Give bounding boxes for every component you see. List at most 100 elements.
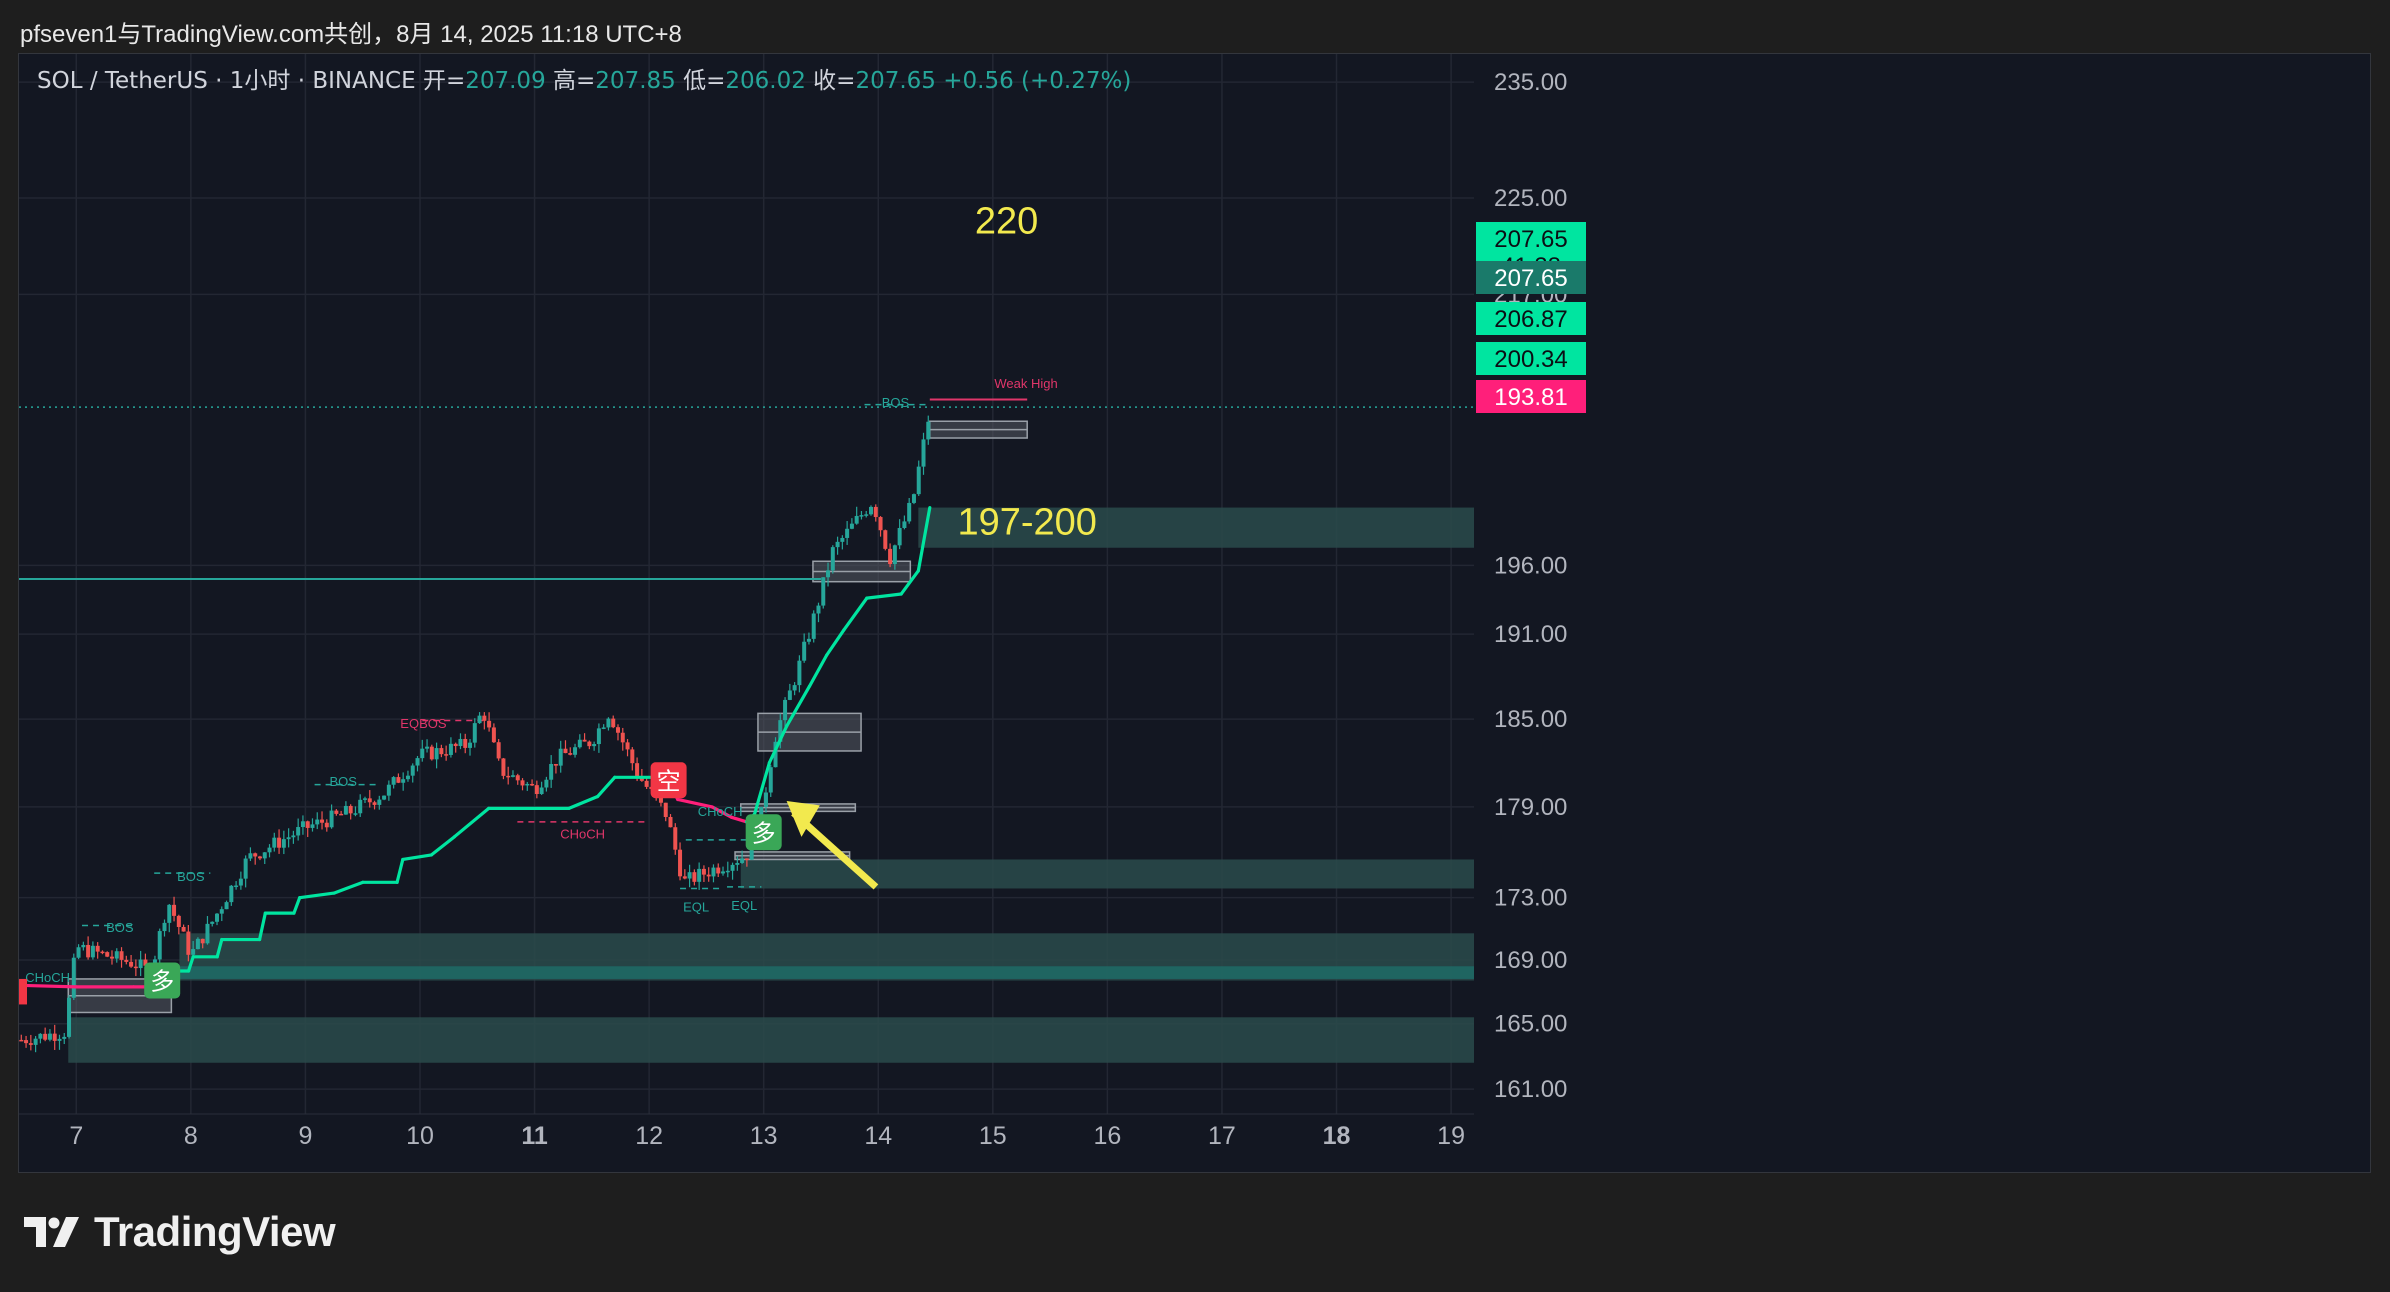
candle-down (305, 821, 310, 828)
candle-down (668, 817, 673, 828)
candle-up (167, 904, 172, 923)
chart-pane[interactable]: 220 197-200 Weak High BOS BOS BOS EQBOS CHoCH CH… (18, 53, 2371, 1173)
price-tag (1476, 222, 1586, 263)
trail-stop-segment (298, 891, 336, 900)
candle-up (468, 742, 473, 748)
candle-down (534, 785, 539, 795)
price-chart[interactable]: 220 197-200 Weak High BOS BOS BOS EQBOS CHoCH CH… (19, 54, 2371, 1173)
ohlc-part: 206.02 (725, 68, 813, 94)
arrow-head (786, 800, 820, 837)
candle-down (491, 727, 496, 743)
trail-stop-segment (401, 853, 434, 862)
signal-badge (745, 814, 782, 851)
candle-down (716, 867, 721, 874)
y-tick-label: 196.00 (1494, 552, 1567, 579)
candle-up (606, 718, 611, 728)
candle-down (582, 739, 587, 742)
price-tag-label: 193.81 (1494, 384, 1567, 411)
candle-up (821, 577, 826, 606)
candle-up (711, 867, 716, 877)
candle-down (630, 749, 635, 764)
chart-annotation: CHoCH (698, 804, 743, 819)
ohlc-line: SOL / TetherUS · 1小时 · BINANCE 开=207.09 … (37, 68, 1131, 94)
candle-up (840, 537, 845, 542)
candle-down (553, 763, 558, 766)
candle-up (434, 748, 439, 760)
candle-up (773, 741, 778, 768)
tradingview-logo[interactable]: TradingView (22, 1208, 336, 1256)
candle-down (701, 868, 706, 875)
candle-up (816, 605, 821, 614)
candle-up (601, 727, 606, 729)
candle-up (420, 748, 425, 759)
chart-annotation: 220 (975, 201, 1038, 243)
trail-stop-segment (452, 806, 491, 839)
candle-up (329, 810, 334, 828)
y-tick-label: 173.00 (1494, 885, 1567, 912)
y-tick-label: 165.00 (1494, 1011, 1567, 1038)
candle-up (248, 853, 253, 859)
x-tick-label: 8 (184, 1122, 198, 1150)
price-axis-bg (1474, 54, 2370, 1172)
candle-up (353, 813, 358, 815)
price-tag (1476, 342, 1586, 375)
annotations-layer: 220 197-200 Weak High BOS BOS BOS EQBOS CHoCH CH… (25, 201, 1097, 985)
candle-up (735, 862, 740, 865)
candle-up (205, 923, 210, 944)
x-tick-label: 17 (1208, 1122, 1236, 1150)
candle-up (90, 945, 95, 958)
candle-up (415, 758, 420, 766)
candle-down (611, 718, 616, 728)
candle-up (921, 439, 926, 467)
candle-up (897, 527, 902, 546)
candle-down (181, 926, 186, 932)
y-tick-label: 235.00 (1494, 69, 1567, 96)
ohlc-part: 开= (423, 68, 465, 94)
candle-down (625, 742, 630, 750)
signal-badge (144, 962, 181, 999)
candle-down (253, 853, 258, 857)
candle-up (67, 997, 72, 1037)
trail-stop-segment (899, 569, 920, 596)
candle-down (587, 741, 592, 747)
candle-down (95, 945, 100, 952)
candle-down (367, 798, 372, 803)
candle-up (57, 1038, 62, 1041)
candle-down (28, 1043, 33, 1045)
chart-annotation: 197-200 (957, 501, 1096, 543)
candle-up (864, 514, 869, 516)
candle-down (487, 720, 492, 728)
candle-down (100, 951, 105, 954)
chart-annotation: CHoCH (25, 970, 70, 985)
candle-up (382, 795, 387, 800)
trail-stop-segment (595, 775, 617, 799)
candle-down (348, 805, 353, 814)
ohlc-part: 207.85 (595, 68, 683, 94)
candle-down (172, 904, 177, 916)
ohlc-part: 低= (683, 68, 725, 94)
ohlc-part: +0.56 (+0.27%) (943, 68, 1131, 94)
trail-stop-segment (842, 596, 869, 632)
candle-up (410, 765, 415, 776)
candle-up (525, 783, 530, 786)
support-zone (68, 1017, 1474, 1063)
candle-up (845, 528, 850, 538)
signal-label: 多 (752, 819, 776, 847)
y-tick-label: 161.00 (1494, 1076, 1567, 1103)
candle-down (520, 780, 525, 786)
price-tag (1476, 302, 1586, 335)
edge-marker (19, 978, 27, 1005)
y-tick-label: 179.00 (1494, 794, 1567, 821)
candle-down (339, 813, 344, 816)
x-tick-label: 16 (1093, 1122, 1121, 1150)
x-tick-label: 18 (1323, 1122, 1351, 1150)
candle-up (778, 720, 783, 742)
candle-up (300, 821, 305, 828)
candle-down (873, 506, 878, 518)
candle-down (444, 754, 449, 756)
candle-up (477, 715, 482, 724)
candle-up (811, 613, 816, 639)
candle-up (291, 835, 296, 838)
candle-down (620, 732, 625, 743)
candle-down (119, 951, 124, 960)
